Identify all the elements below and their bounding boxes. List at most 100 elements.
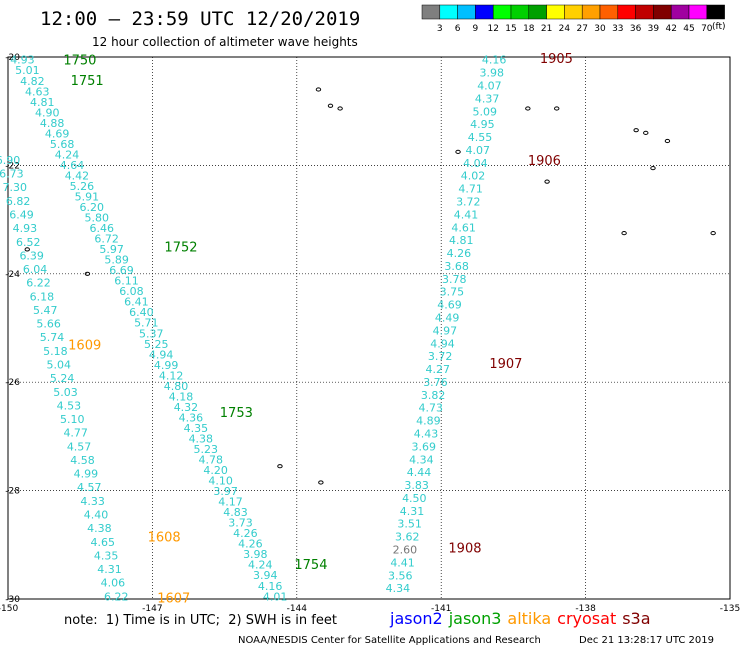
wave-height-value: 6.41 <box>124 296 149 309</box>
scale-tick-label: 15 <box>505 24 516 34</box>
lat-label: -20 <box>5 53 20 63</box>
island-outline <box>315 87 322 92</box>
wave-height-value: 5.74 <box>40 331 65 344</box>
wave-height-value: 4.38 <box>189 432 214 445</box>
wave-height-value: 3.68 <box>444 260 469 273</box>
wave-height-value: 4.50 <box>402 492 427 505</box>
map-frame <box>7 56 731 600</box>
wave-height-value: 6.69 <box>109 264 134 277</box>
wave-height-value: 3.98 <box>243 548 268 561</box>
wave-height-value: 4.10 <box>208 475 233 488</box>
wave-height-value: 4.57 <box>67 440 92 453</box>
wave-height-value: 4.26 <box>233 527 258 540</box>
pass-time-label: 1907 <box>489 357 522 372</box>
lon-label: -144 <box>287 604 308 612</box>
wave-height-value: 4.31 <box>400 505 425 518</box>
satellite-jason2: jason2 <box>390 609 443 628</box>
wave-height-value: 3.56 <box>388 569 413 582</box>
wave-height-value: 3.51 <box>397 518 422 531</box>
pass-time-label: 1753 <box>220 406 253 421</box>
wave-height-value: 4.41 <box>454 208 479 221</box>
wave-height-value: 4.41 <box>390 556 415 569</box>
wave-height-value: 4.16 <box>482 54 507 67</box>
wave-height-value: 6.72 <box>94 233 119 246</box>
wave-height-value: 4.81 <box>449 234 474 247</box>
wave-height-value: 4.35 <box>94 549 119 562</box>
pass-time-label: 1750 <box>63 54 96 69</box>
island-outline <box>525 106 531 111</box>
scale-tick-label: 24 <box>559 24 571 34</box>
wave-height-value: 4.95 <box>470 118 495 131</box>
wave-height-value: 4.94 <box>430 337 455 350</box>
wave-height-value: 4.58 <box>70 454 95 467</box>
pass-time-label: 1751 <box>71 74 104 89</box>
wave-height-value: 5.97 <box>99 243 124 256</box>
wave-height-value: 6.22 <box>104 590 129 603</box>
wave-height-value: 4.55 <box>468 131 493 144</box>
wave-height-value: 4.81 <box>30 96 55 109</box>
wave-height-value: 3.83 <box>404 479 429 492</box>
wave-height-value: 4.26 <box>447 247 472 260</box>
satellite-legend: jason2 jason3 altika cryosat s3a <box>390 609 657 628</box>
wave-height-value: 4.61 <box>451 221 476 234</box>
wave-height-value: 6.18 <box>30 290 55 303</box>
wave-height-value: 4.43 <box>414 427 439 440</box>
scale-tick-label: 21 <box>541 24 552 34</box>
scale-tick-label: 9 <box>473 24 479 34</box>
wave-height-value: 4.06 <box>101 577 126 590</box>
pass-time-label: 1607 <box>157 591 190 606</box>
wave-height-value: 4.37 <box>475 92 500 105</box>
wave-height-value: 5.89 <box>104 254 129 267</box>
wave-height-value: 4.32 <box>174 401 199 414</box>
scale-swatch <box>706 4 725 20</box>
satellite-jason3: jason3 <box>448 609 502 628</box>
lat-label: -22 <box>5 161 20 171</box>
wave-height-value: 6.08 <box>119 285 144 298</box>
wave-height-value: 4.78 <box>198 454 223 467</box>
wave-height-value: 4.07 <box>477 79 502 92</box>
wave-height-value: 4.34 <box>386 582 411 595</box>
wave-height-value: 4.12 <box>159 369 184 382</box>
wave-height-value: 4.93 <box>10 54 35 67</box>
wave-height-value: 3.82 <box>421 389 446 402</box>
island-outline <box>277 464 283 469</box>
wave-height-value: 6.40 <box>129 306 154 319</box>
lat-label: -26 <box>5 378 20 388</box>
satellite-altika: altika <box>507 609 552 628</box>
wave-height-value: 3.76 <box>423 376 448 389</box>
wave-height-value: 5.09 <box>473 105 498 118</box>
island-outline <box>455 149 461 154</box>
wave-height-value: 4.93 <box>13 222 38 235</box>
scale-tick-label: 12 <box>487 24 498 34</box>
wave-height-value: 4.65 <box>91 536 116 549</box>
page-title: 12:00 – 23:59 UTC 12/20/2019 <box>40 8 361 30</box>
island-outline <box>621 231 627 236</box>
color-scale-bar: 3 6 9 12 15 18 21 24 27 30 33 36 39 42 45 70 <box>421 4 725 34</box>
wave-height-value: 4.82 <box>20 75 45 88</box>
wave-height-value: 4.16 <box>258 580 283 593</box>
pass-time-label: 1908 <box>448 542 481 557</box>
wave-height-value: 4.63 <box>25 85 50 98</box>
wave-height-value: 6.22 <box>26 277 51 290</box>
wave-height-value: 6.82 <box>6 195 31 208</box>
wave-height-value: 4.53 <box>57 399 82 412</box>
island-outline <box>633 128 639 133</box>
wave-height-value: 5.10 <box>60 413 85 426</box>
scale-tick-label: 70 <box>701 24 713 34</box>
wave-height-value: 4.36 <box>179 411 204 424</box>
pass-time-label: 1752 <box>164 241 197 256</box>
wave-height-value: 4.80 <box>164 380 189 393</box>
wave-height-value: 4.24 <box>55 148 80 161</box>
color-scale-unit: (ft) <box>712 22 726 32</box>
wave-height-value: 4.69 <box>45 127 70 140</box>
wave-height-value: 4.77 <box>63 427 88 440</box>
wave-height-value: 5.26 <box>70 180 95 193</box>
wave-height-value: 6.39 <box>19 249 44 262</box>
wave-height-value: 4.34 <box>409 453 434 466</box>
pass-time-label: 1754 <box>294 558 327 573</box>
wave-height-value: 3.75 <box>440 286 465 299</box>
wave-height-value: 4.24 <box>248 559 273 572</box>
pass-time-label: 1609 <box>68 338 101 353</box>
wave-height-value: 5.37 <box>139 327 164 340</box>
wave-height-value: 4.64 <box>60 159 85 172</box>
